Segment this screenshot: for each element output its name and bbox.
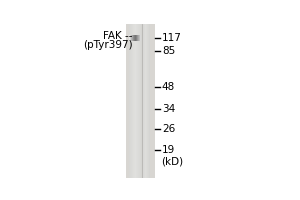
Bar	[135, 35, 136, 41]
Bar	[136, 24, 137, 178]
Bar	[139, 24, 140, 178]
Bar	[133, 24, 134, 178]
Bar	[141, 24, 142, 178]
Bar	[141, 24, 142, 178]
Bar	[138, 24, 139, 178]
Bar	[134, 24, 135, 178]
Bar	[144, 24, 145, 178]
Text: 34: 34	[162, 104, 175, 114]
Bar	[130, 24, 131, 178]
Bar	[132, 35, 133, 41]
Bar	[148, 24, 149, 178]
Bar	[138, 35, 139, 41]
Bar	[137, 35, 138, 41]
Bar	[144, 24, 145, 178]
Bar	[142, 24, 143, 178]
Text: 26: 26	[162, 124, 175, 134]
Bar	[132, 24, 133, 178]
Bar	[148, 24, 149, 178]
Bar	[132, 35, 133, 41]
Bar	[134, 24, 135, 178]
Bar	[150, 24, 151, 178]
Bar	[129, 35, 130, 41]
Bar	[132, 24, 133, 178]
Text: 48: 48	[162, 82, 175, 92]
Bar	[141, 24, 142, 178]
Bar	[140, 24, 141, 178]
Bar	[145, 24, 146, 178]
Bar	[144, 24, 145, 178]
Bar	[137, 35, 138, 41]
Bar	[136, 35, 137, 41]
Bar	[140, 35, 141, 41]
Text: 19: 19	[162, 145, 175, 155]
Bar	[139, 35, 140, 41]
Bar	[141, 24, 142, 178]
Bar	[135, 35, 136, 41]
Bar	[140, 35, 141, 41]
Bar	[131, 24, 132, 178]
Bar	[135, 24, 136, 178]
Bar	[131, 35, 132, 41]
Bar	[126, 24, 155, 178]
Bar	[131, 35, 132, 41]
Bar	[136, 24, 137, 178]
Bar	[130, 24, 131, 178]
Bar	[137, 24, 138, 178]
Text: (pTyr397): (pTyr397)	[83, 40, 133, 50]
Bar	[147, 24, 148, 178]
Bar	[149, 24, 150, 178]
Bar	[146, 24, 147, 178]
Text: 85: 85	[162, 46, 175, 56]
Text: (kD): (kD)	[161, 157, 183, 167]
Bar	[139, 24, 140, 178]
Bar	[149, 24, 150, 178]
Bar	[130, 35, 131, 41]
Bar	[142, 24, 143, 178]
Bar	[129, 24, 130, 178]
Bar	[137, 24, 138, 178]
Bar	[136, 35, 137, 41]
Bar	[149, 24, 150, 178]
Bar	[145, 24, 146, 178]
Bar	[146, 24, 147, 178]
Bar	[143, 24, 144, 178]
Text: FAK --: FAK --	[103, 31, 133, 41]
Bar	[134, 35, 135, 41]
Bar	[135, 24, 136, 178]
Bar	[138, 35, 139, 41]
Bar	[133, 24, 134, 178]
Text: 117: 117	[162, 33, 182, 43]
Bar	[129, 24, 130, 178]
Bar	[138, 24, 139, 178]
Bar	[130, 35, 131, 41]
Bar	[131, 24, 132, 178]
Bar	[133, 35, 134, 41]
Bar	[141, 24, 142, 178]
Bar	[139, 35, 140, 41]
Bar	[146, 24, 147, 178]
Bar	[136, 24, 137, 178]
Bar	[143, 24, 144, 178]
Bar	[147, 24, 148, 178]
Bar	[140, 24, 141, 178]
Bar	[145, 24, 146, 178]
